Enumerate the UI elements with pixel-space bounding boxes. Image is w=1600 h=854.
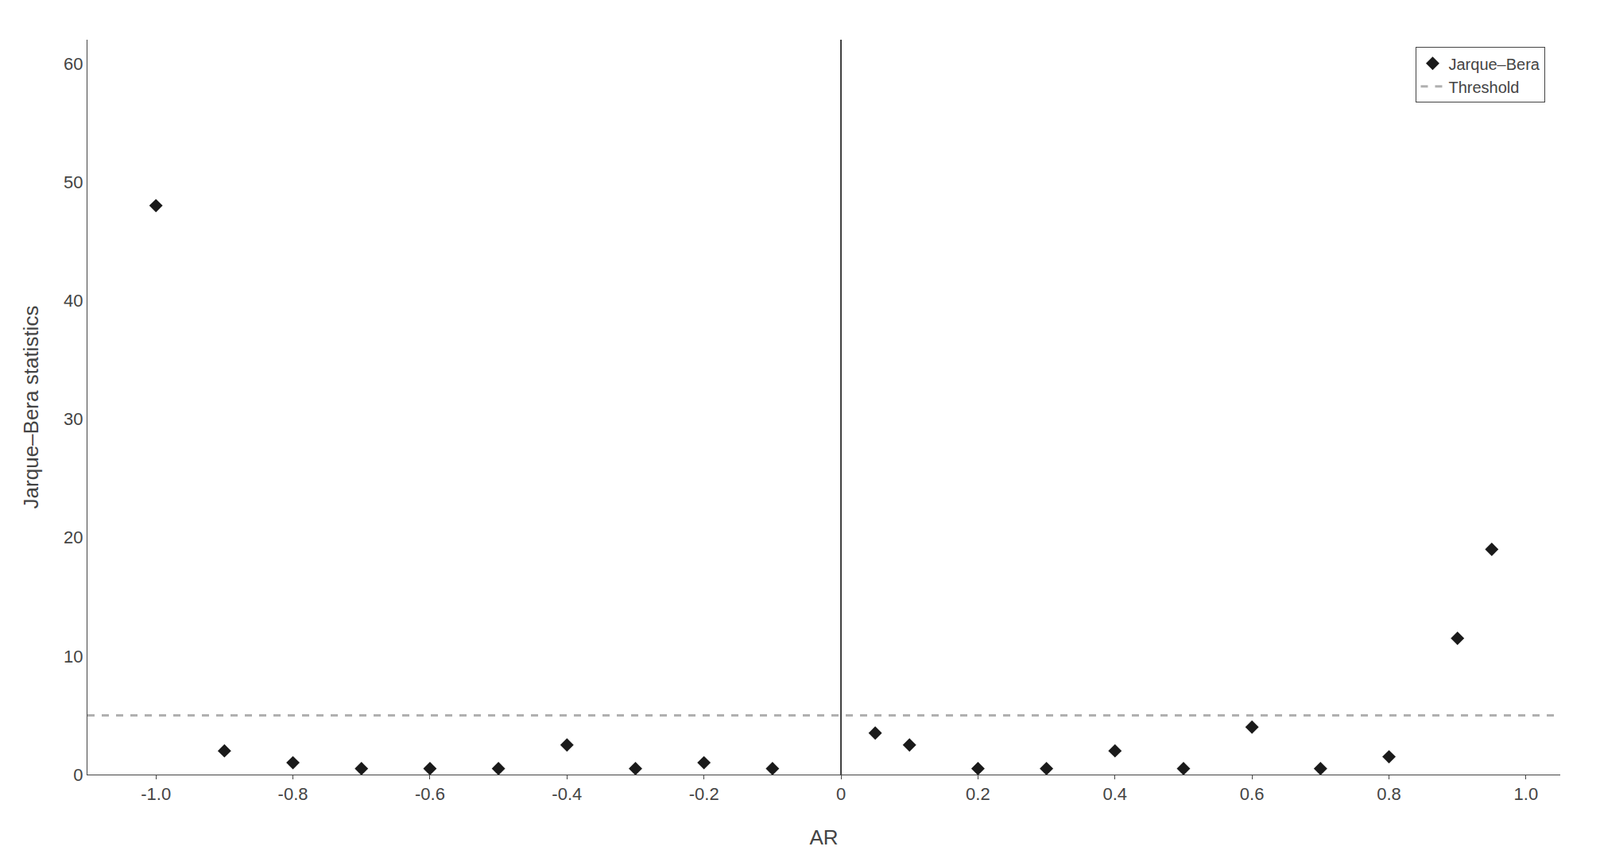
- svg-text:10: 10: [63, 646, 83, 667]
- svg-text:1.0: 1.0: [1514, 784, 1539, 805]
- svg-text:40: 40: [63, 290, 83, 311]
- svg-text:20: 20: [63, 527, 83, 548]
- svg-text:50: 50: [63, 172, 83, 193]
- svg-text:-0.4: -0.4: [551, 784, 582, 805]
- svg-text:Jarque–Bera statistics: Jarque–Bera statistics: [19, 306, 43, 510]
- svg-text:Jarque–Bera: Jarque–Bera: [1448, 55, 1540, 74]
- svg-text:-0.2: -0.2: [689, 784, 720, 805]
- svg-text:30: 30: [63, 409, 83, 430]
- svg-text:-0.8: -0.8: [278, 784, 309, 805]
- svg-text:0: 0: [73, 765, 83, 786]
- svg-text:Threshold: Threshold: [1448, 78, 1519, 97]
- svg-text:0.8: 0.8: [1376, 784, 1402, 805]
- svg-text:0.6: 0.6: [1239, 784, 1265, 805]
- svg-text:0.2: 0.2: [965, 784, 991, 805]
- svg-text:-1.0: -1.0: [140, 784, 171, 805]
- svg-text:AR: AR: [809, 825, 838, 850]
- svg-text:0: 0: [836, 784, 846, 805]
- svg-text:-0.6: -0.6: [414, 784, 446, 805]
- svg-text:0.4: 0.4: [1102, 784, 1128, 805]
- svg-text:60: 60: [63, 54, 83, 74]
